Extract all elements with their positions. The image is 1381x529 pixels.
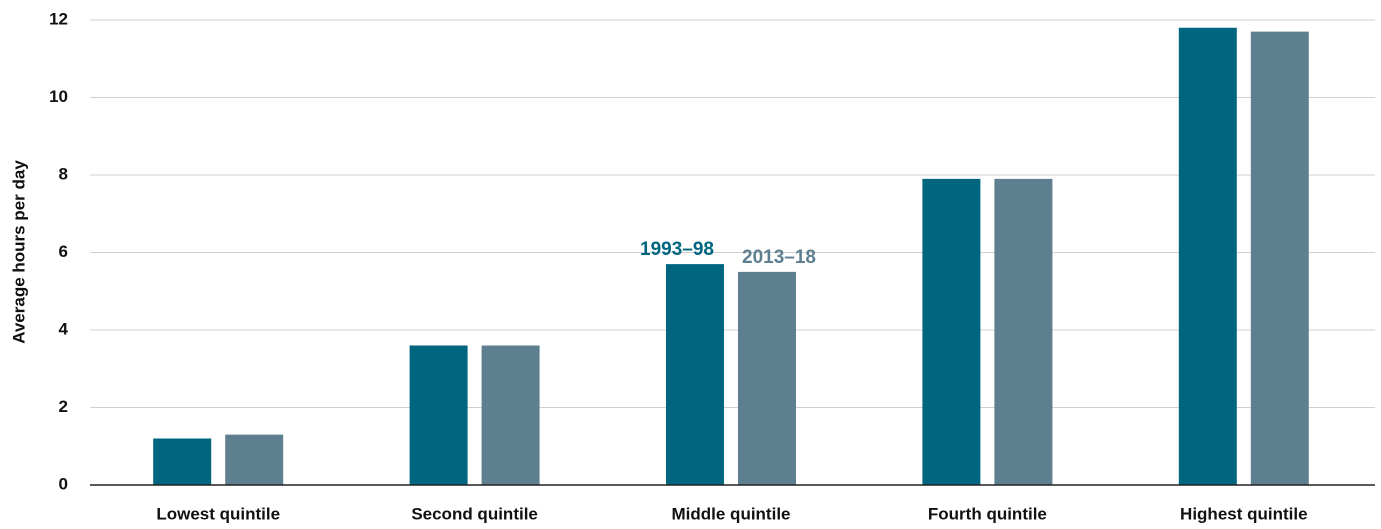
y-tick-label: 8 [59, 164, 68, 183]
bar [481, 345, 540, 485]
legend-label: 1993–98 [640, 239, 714, 260]
x-tick-label: Fourth quintile [928, 504, 1047, 523]
bar [666, 264, 724, 485]
y-tick-label: 2 [59, 397, 68, 416]
x-tick-label: Highest quintile [1180, 504, 1308, 523]
y-tick-label: 12 [49, 9, 68, 28]
x-tick-label: Second quintile [411, 504, 538, 523]
bar [409, 345, 468, 485]
bar [922, 178, 981, 485]
legend-label: 2013–18 [742, 247, 816, 268]
y-tick-label: 4 [59, 319, 69, 338]
bar [225, 434, 284, 485]
y-tick-label: 10 [49, 87, 68, 106]
bar [1250, 31, 1309, 485]
y-tick-label: 0 [59, 474, 68, 493]
bar [1178, 27, 1237, 485]
y-tick-label: 6 [59, 242, 68, 261]
y-axis-label: Average hours per day [9, 160, 28, 344]
bar [738, 271, 796, 485]
bar [994, 178, 1053, 485]
x-tick-label: Middle quintile [672, 504, 791, 523]
x-tick-label: Lowest quintile [156, 504, 280, 523]
bar [153, 438, 212, 485]
